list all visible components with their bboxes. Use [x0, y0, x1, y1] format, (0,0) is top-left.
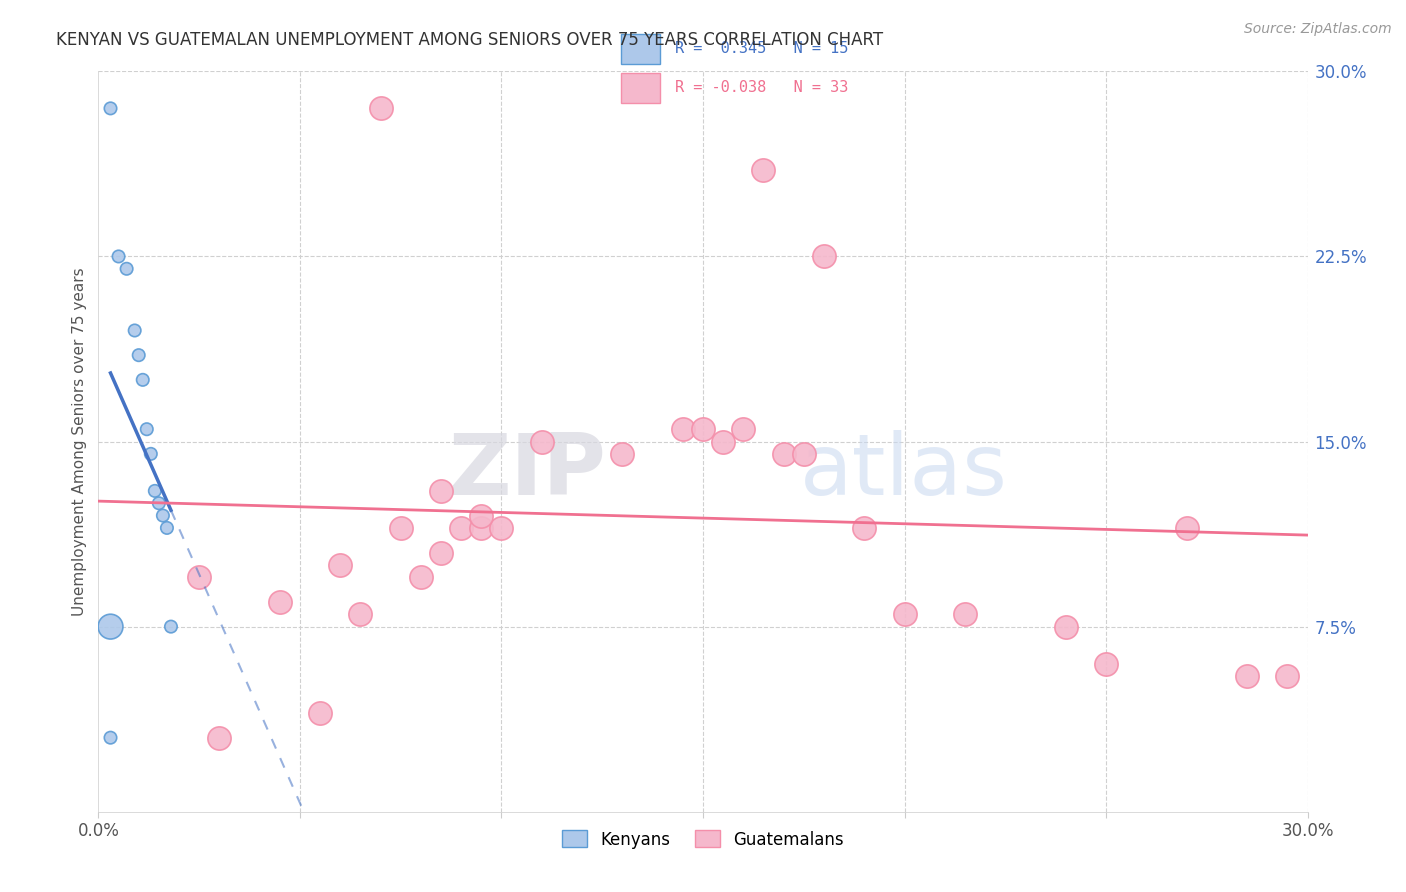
Legend: Kenyans, Guatemalans: Kenyans, Guatemalans	[555, 823, 851, 855]
Point	[115, 261, 138, 276]
Point	[772, 447, 794, 461]
Text: atlas: atlas	[800, 430, 1008, 513]
Point	[124, 324, 146, 338]
Point	[100, 619, 122, 633]
Point	[672, 422, 695, 436]
Point	[409, 570, 432, 584]
Text: ZIP: ZIP	[449, 430, 606, 513]
Y-axis label: Unemployment Among Seniors over 75 years: Unemployment Among Seniors over 75 years	[72, 268, 87, 615]
Text: R = -0.038   N = 33: R = -0.038 N = 33	[675, 80, 848, 95]
Point	[139, 447, 162, 461]
Point	[100, 102, 122, 116]
Point	[793, 447, 815, 461]
Point	[349, 607, 371, 622]
Point	[208, 731, 231, 745]
Point	[389, 521, 412, 535]
Point	[1054, 619, 1077, 633]
Point	[370, 102, 392, 116]
Point	[309, 706, 332, 720]
Point	[1236, 669, 1258, 683]
Point	[156, 521, 179, 535]
Point	[491, 521, 513, 535]
Text: R =  0.345   N = 15: R = 0.345 N = 15	[675, 41, 848, 56]
Point	[329, 558, 352, 572]
Point	[128, 348, 150, 362]
Text: Source: ZipAtlas.com: Source: ZipAtlas.com	[1244, 22, 1392, 37]
Point	[132, 373, 155, 387]
Point	[430, 483, 453, 498]
Point	[160, 619, 183, 633]
Point	[1095, 657, 1118, 671]
Point	[752, 163, 775, 178]
Point	[269, 595, 291, 609]
Text: KENYAN VS GUATEMALAN UNEMPLOYMENT AMONG SENIORS OVER 75 YEARS CORRELATION CHART: KENYAN VS GUATEMALAN UNEMPLOYMENT AMONG …	[56, 31, 883, 49]
Point	[692, 422, 714, 436]
Point	[100, 731, 122, 745]
Point	[711, 434, 734, 449]
Point	[107, 249, 129, 264]
Point	[953, 607, 976, 622]
Point	[470, 508, 492, 523]
Point	[1277, 669, 1299, 683]
FancyBboxPatch shape	[620, 72, 659, 103]
Point	[188, 570, 211, 584]
Point	[148, 496, 170, 510]
Point	[135, 422, 157, 436]
Point	[612, 447, 634, 461]
Point	[530, 434, 553, 449]
Point	[1175, 521, 1198, 535]
Point	[470, 521, 492, 535]
Point	[853, 521, 876, 535]
Point	[813, 249, 835, 264]
Point	[143, 483, 166, 498]
Point	[152, 508, 174, 523]
Point	[450, 521, 472, 535]
Point	[430, 546, 453, 560]
FancyBboxPatch shape	[620, 34, 659, 64]
Point	[893, 607, 915, 622]
Point	[733, 422, 755, 436]
